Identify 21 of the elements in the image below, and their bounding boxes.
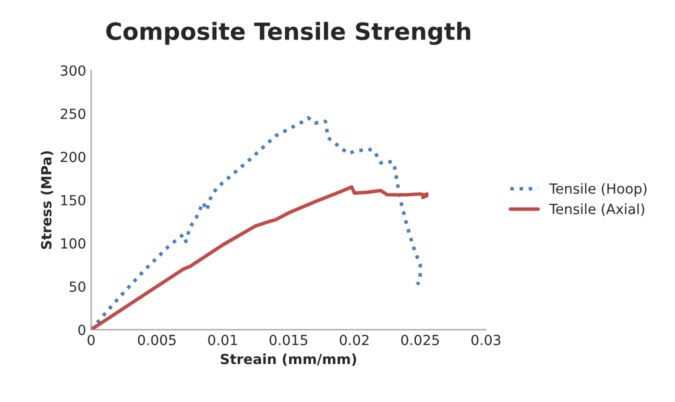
y-tick-label: 0 xyxy=(78,324,86,336)
x-axis-title: Streain (mm/mm) xyxy=(220,354,356,366)
y-tick-label: 200 xyxy=(60,152,86,162)
x-tick-label: 0.015 xyxy=(270,334,308,346)
y-axis-title: Stress (MPa) xyxy=(40,151,54,249)
x-tick-label: 0.03 xyxy=(471,334,500,346)
y-tick-label: 100 xyxy=(61,238,86,249)
legend-label: Tensile (Hoop) xyxy=(549,183,647,197)
y-tick-label: 300 xyxy=(60,65,86,76)
y-tick-label: 150 xyxy=(61,194,86,206)
chart-title: Composite Tensile Strength xyxy=(106,22,470,45)
y-tick-label: 50 xyxy=(70,281,86,292)
x-tick-label: 0.005 xyxy=(138,334,176,346)
x-tick-label: 0.025 xyxy=(401,334,439,346)
line-series xyxy=(91,116,422,330)
x-tick-label: 0.01 xyxy=(208,334,237,346)
legend-label: Tensile (Axial) xyxy=(549,203,644,216)
x-tick-label: 0 xyxy=(88,334,95,346)
y-tick-label: 250 xyxy=(60,108,86,120)
line-series xyxy=(91,185,429,330)
x-tick-label: 0.02 xyxy=(340,334,368,346)
